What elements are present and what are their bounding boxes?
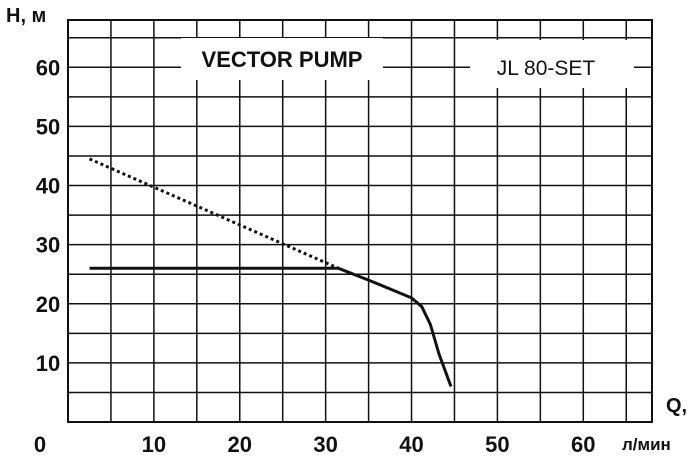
plot-frame (67, 19, 653, 423)
model-label: JL 80-SET (497, 57, 596, 80)
x-origin-label: 0 (34, 432, 46, 457)
y-tick-label: 10 (36, 351, 60, 376)
tick-labels: 10 20 30 40 50 60 10 20 30 40 50 60 (36, 55, 596, 457)
y-tick-label: 60 (36, 55, 60, 80)
series-line-dotted (88, 157, 340, 270)
x-tick-label: 20 (228, 432, 252, 457)
y-tick-label: 40 (36, 174, 60, 199)
x-tick-label: 10 (142, 432, 166, 457)
y-axis-label: H, м (6, 5, 46, 27)
y-tick-label: 50 (36, 114, 60, 139)
x-tick-label: 40 (399, 432, 423, 457)
model-label-box (470, 40, 634, 88)
brand-label: VECTOR PUMP (202, 47, 363, 72)
x-tick-label: 50 (485, 432, 509, 457)
y-tick-label: 30 (36, 233, 60, 258)
series-line-solid (89, 266, 453, 388)
x-tick-label: 30 (313, 432, 337, 457)
y-tick-label: 20 (36, 292, 60, 317)
x-axis-label-top: Q, (666, 395, 687, 417)
x-axis-label-unit: л/мин (622, 435, 671, 454)
x-tick-label: 60 (571, 432, 595, 457)
series-lines (88, 157, 453, 388)
brand-label-box (181, 38, 383, 80)
